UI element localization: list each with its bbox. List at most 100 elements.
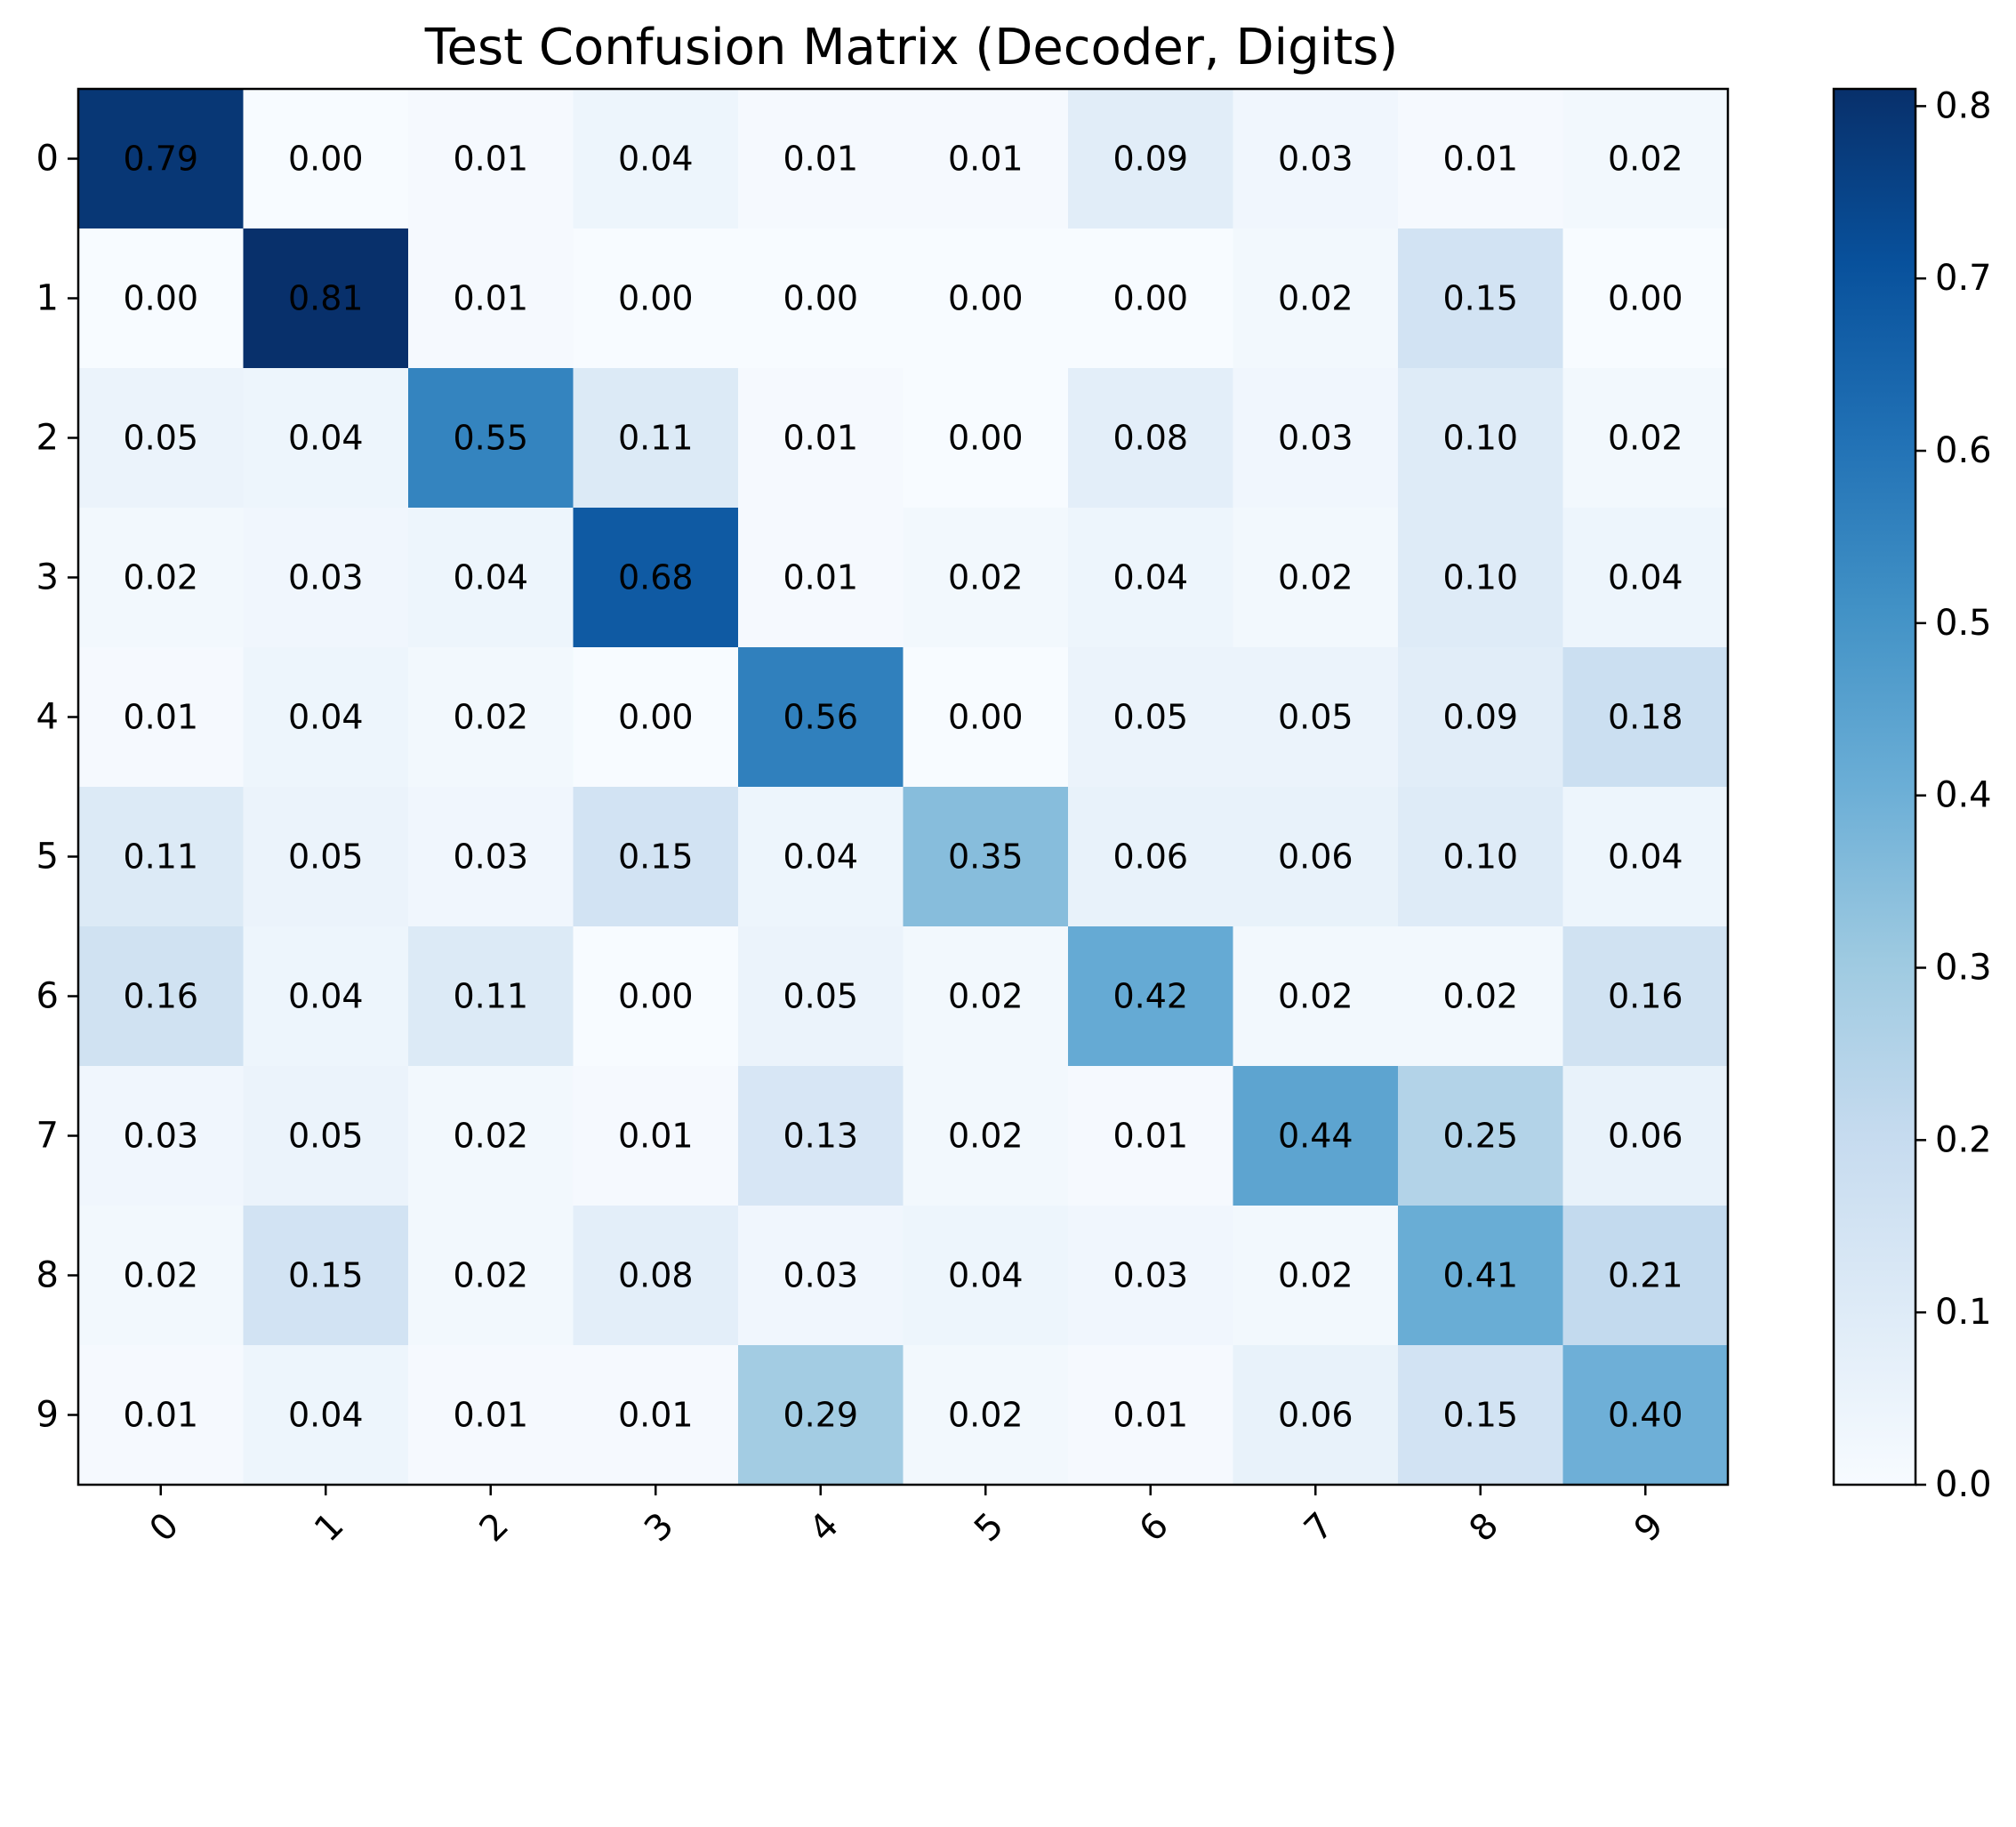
cell-value-r7-c9: 0.06 [1608,1117,1683,1156]
cell-value-r9-c8: 0.15 [1442,1396,1518,1435]
cell-value-r2-c8: 0.10 [1442,419,1518,458]
colorbar-tick-label-4: 0.4 [1935,775,1992,816]
cell-value-r8-c6: 0.03 [1112,1256,1188,1295]
cell-value-r3-c6: 0.04 [1112,558,1188,597]
cell-value-r2-c2: 0.55 [453,419,528,458]
cell-value-r7-c3: 0.01 [618,1117,694,1156]
heatmap-cell-r4-c9 [1562,647,1729,788]
heatmap-cell-r8-c4 [738,1206,904,1346]
cell-value-r4-c9: 0.18 [1608,698,1683,737]
heatmap-cell-r4-c6 [1068,647,1234,788]
cell-value-r8-c4: 0.03 [783,1256,858,1295]
cell-value-r2-c7: 0.03 [1278,419,1353,458]
cell-value-r5-c6: 0.06 [1112,837,1188,877]
heatmap-cell-r6-c7 [1233,926,1399,1067]
heatmap-cell-r1-c8 [1398,228,1564,369]
heatmap-cell-r4-c0 [78,647,245,788]
heatmap-cell-r6-c6 [1068,926,1234,1067]
heatmap-cell-r5-c5 [903,787,1069,927]
cell-value-r7-c0: 0.03 [123,1117,198,1156]
cell-value-r5-c7: 0.06 [1278,837,1353,877]
cell-value-r8-c3: 0.08 [618,1256,694,1295]
y-tick-label-4: 4 [36,697,59,738]
heatmap-cell-r9-c0 [78,1345,245,1486]
cell-value-r6-c8: 0.02 [1442,977,1518,1016]
cell-value-r3-c8: 0.10 [1442,558,1518,597]
heatmap-cell-r1-c9 [1562,228,1729,369]
heatmap-cell-r0-c5 [903,89,1069,229]
heatmap-cell-r4-c3 [573,647,739,788]
heatmap-cell-r4-c4 [738,647,904,788]
cell-value-r7-c6: 0.01 [1112,1117,1188,1156]
cell-value-r5-c5: 0.35 [948,837,1024,877]
heatmap-cell-r3-c0 [78,508,245,648]
heatmap-cell-r7-c0 [78,1066,245,1206]
cell-value-r6-c5: 0.02 [948,977,1024,1016]
heatmap-cell-r5-c0 [78,787,245,927]
heatmap-cell-r3-c9 [1562,508,1729,648]
colorbar-tick-label-5: 0.5 [1935,603,1992,644]
heatmap-cell-r9-c6 [1068,1345,1234,1486]
colorbar-tick-label-2: 0.2 [1935,1119,1992,1160]
heatmap-cell-r1-c1 [243,228,409,369]
heatmap-cell-r8-c2 [408,1206,574,1346]
heatmap-cell-r2-c9 [1562,368,1729,509]
y-tick-label-7: 7 [36,1116,59,1157]
heatmap-cell-r0-c0 [78,89,245,229]
x-tick-label-4: 4 [801,1505,847,1551]
cell-value-r3-c2: 0.04 [453,558,528,597]
cell-value-r5-c8: 0.10 [1442,837,1518,877]
heatmap-cell-r8-c9 [1562,1206,1729,1346]
heatmap-cell-r7-c8 [1398,1066,1564,1206]
cell-value-r7-c7: 0.44 [1278,1117,1353,1156]
cell-value-r5-c9: 0.04 [1608,837,1683,877]
heatmap-cell-r3-c6 [1068,508,1234,648]
cell-value-r7-c8: 0.25 [1442,1117,1518,1156]
cell-value-r1-c8: 0.15 [1442,279,1518,318]
cell-value-r8-c0: 0.02 [123,1256,198,1295]
heatmap-cell-r5-c8 [1398,787,1564,927]
heatmap-cell-r6-c2 [408,926,574,1067]
cell-value-r3-c3: 0.68 [618,558,694,597]
cell-value-r9-c1: 0.04 [288,1396,364,1435]
cell-value-r8-c7: 0.02 [1278,1256,1353,1295]
heatmap-cell-r4-c7 [1233,647,1399,788]
heatmap-cell-r3-c5 [903,508,1069,648]
heatmap-cell-r5-c2 [408,787,574,927]
cell-value-r3-c9: 0.04 [1608,558,1683,597]
heatmap-cell-r0-c1 [243,89,409,229]
y-tick-label-0: 0 [36,139,59,180]
x-tick-label-7: 7 [1297,1505,1342,1551]
heatmap-cell-r8-c1 [243,1206,409,1346]
heatmap-cell-r9-c5 [903,1345,1069,1486]
cell-value-r4-c2: 0.02 [453,698,528,737]
heatmap-cell-r0-c6 [1068,89,1234,229]
cell-value-r6-c7: 0.02 [1278,977,1353,1016]
heatmap-cell-r1-c6 [1068,228,1234,369]
cell-value-r3-c5: 0.02 [948,558,1024,597]
heatmap-cell-r4-c2 [408,647,574,788]
heatmap-cell-r7-c2 [408,1066,574,1206]
heatmap-cell-r1-c4 [738,228,904,369]
cell-value-r4-c4: 0.56 [783,698,858,737]
heatmap-cell-r8-c6 [1068,1206,1234,1346]
heatmap-cell-r4-c5 [903,647,1069,788]
cell-value-r2-c0: 0.05 [123,419,198,458]
cell-value-r2-c5: 0.00 [948,419,1024,458]
cell-value-r4-c7: 0.05 [1278,698,1353,737]
y-tick-label-2: 2 [36,418,59,459]
x-tick-label-1: 1 [307,1505,352,1551]
cell-value-r6-c1: 0.04 [288,977,364,1016]
heatmap-cell-r9-c4 [738,1345,904,1486]
cell-value-r5-c2: 0.03 [453,837,528,877]
cell-value-r0-c6: 0.09 [1112,140,1188,179]
cell-value-r2-c4: 0.01 [783,419,858,458]
heatmap-cell-r1-c7 [1233,228,1399,369]
heatmap-cell-r6-c4 [738,926,904,1067]
heatmap-cell-r6-c3 [573,926,739,1067]
cell-value-r1-c5: 0.00 [948,279,1024,318]
cell-value-r6-c0: 0.16 [123,977,198,1016]
heatmap-cell-r0-c8 [1398,89,1564,229]
heatmap-cell-r2-c4 [738,368,904,509]
